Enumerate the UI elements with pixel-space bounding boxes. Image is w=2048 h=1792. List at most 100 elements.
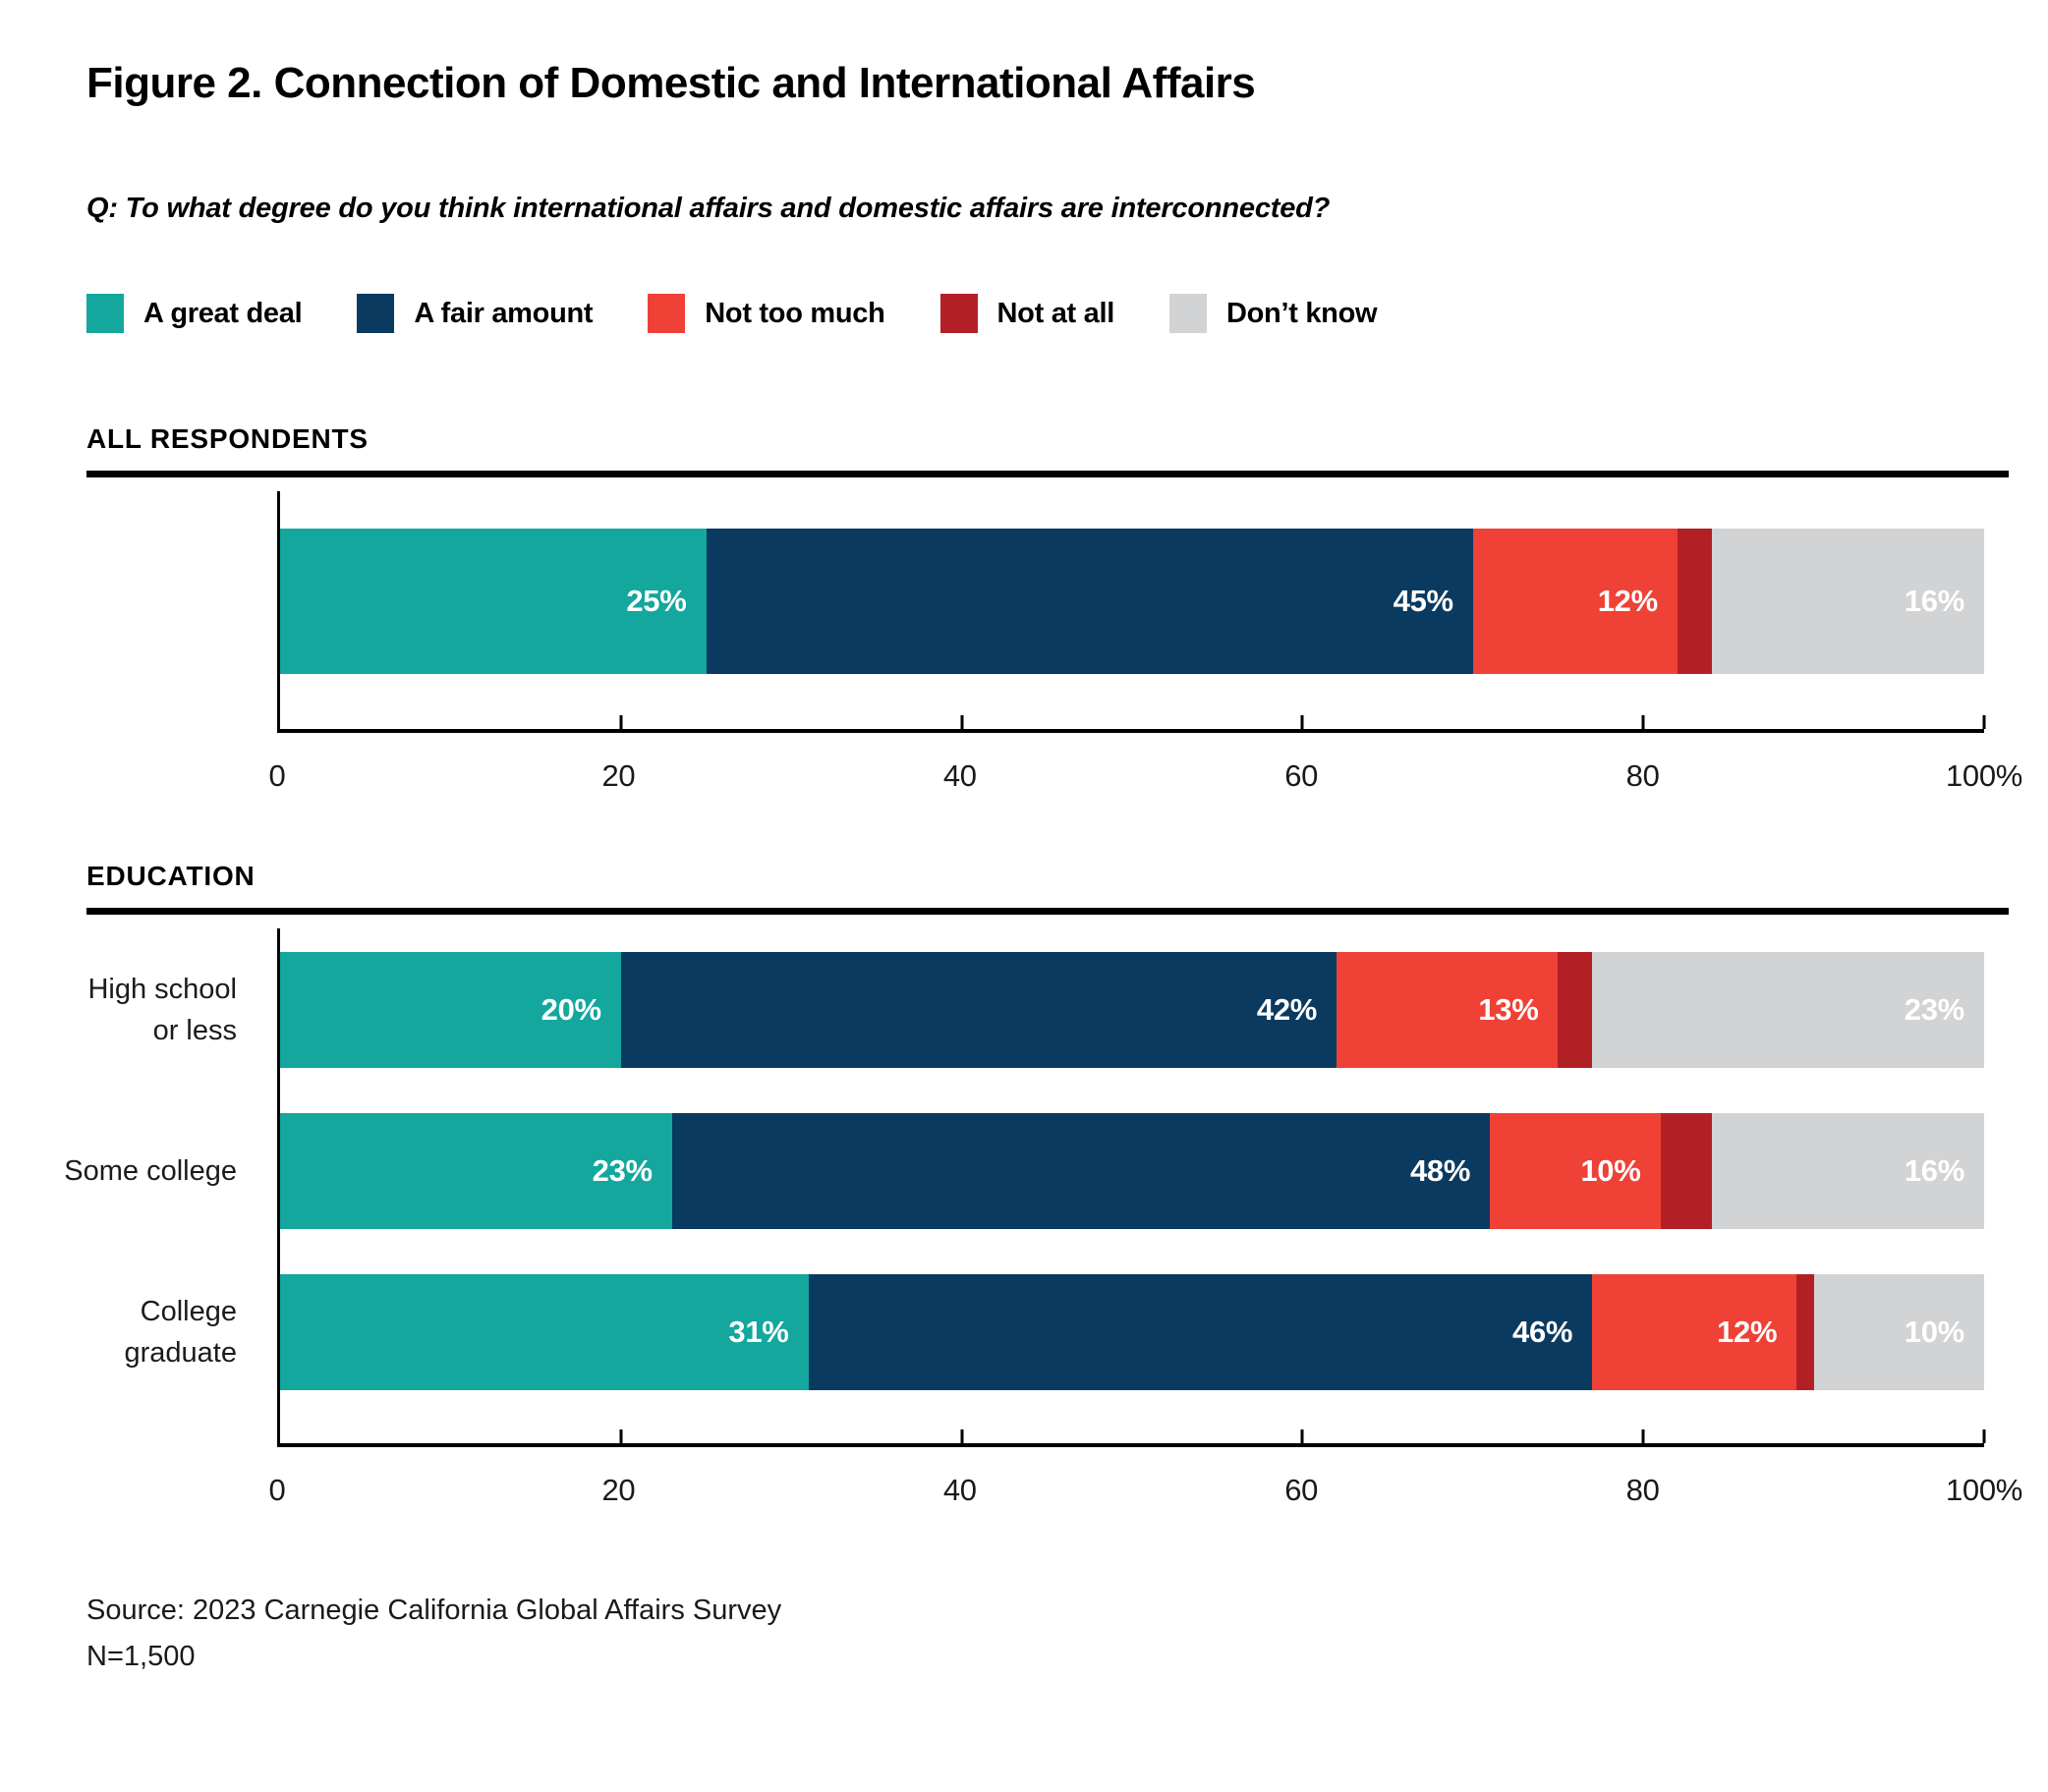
axis-tick-label: 60 (1284, 1473, 1319, 1507)
category-label-line: High school (87, 973, 237, 1005)
footer: Source: 2023 Carnegie California Global … (86, 1595, 2009, 1673)
legend-item-label: Not too much (705, 297, 885, 329)
section-rule (86, 471, 2009, 477)
legend-swatch (1169, 294, 1207, 333)
bar-row: Some college 23% 48% 10% 16% (64, 1113, 1984, 1229)
x-axis-labels: 0 20 40 60 80 100% (269, 733, 2023, 813)
bar-segment-a-fair-amount: 46% (808, 1274, 1593, 1390)
legend-swatch (86, 294, 124, 333)
legend-swatch (939, 294, 978, 333)
bar-value-label: 16% (1904, 584, 1964, 618)
bar-value-label: 25% (626, 584, 687, 618)
legend-swatch (648, 294, 686, 333)
category-label-line: or less (152, 1015, 237, 1046)
axis-tick-label: 60 (1284, 758, 1319, 793)
bar-stack: 23% 48% 10% 16% (280, 1113, 1984, 1229)
axis-tick (1300, 1429, 1304, 1443)
bar-segment-not-too-much: 10% (1490, 1113, 1661, 1229)
bar-stack: 31% 46% 12% 10% (280, 1274, 1984, 1390)
sample-size-note: N=1,500 (86, 1641, 196, 1672)
axis-tick-label: 100% (1945, 1473, 2023, 1507)
bar-value-label: 46% (1512, 1315, 1573, 1349)
bar-segment-not-at-all (1660, 1113, 1712, 1229)
bar-value-label: 12% (1717, 1315, 1778, 1349)
bar-segment-a-fair-amount: 48% (671, 1113, 1491, 1229)
axis-tick-label: 20 (601, 1473, 636, 1507)
legend: A great deal A fair amount Not too much Not… (86, 294, 2009, 333)
axis-tick (619, 1429, 623, 1443)
bar-value-label: 20% (540, 992, 601, 1027)
category-label: High school or less (11, 969, 237, 1051)
axis-tick (1982, 1429, 1986, 1443)
bar-segment-a-fair-amount: 45% (706, 529, 1473, 674)
axis-tick-label: 80 (1625, 1473, 1660, 1507)
x-axis-labels: 0 20 40 60 80 100% (269, 1447, 2023, 1528)
bar-stack: 20% 42% 13% 23% (280, 952, 1984, 1068)
bar-value-label: 13% (1478, 992, 1539, 1027)
bar-segment-a-great-deal: 23% (280, 1113, 672, 1229)
axis-tick-label: 40 (942, 758, 977, 793)
axis-tick-label: 40 (942, 1473, 977, 1507)
bar-segment-don-t-know: 16% (1711, 529, 1984, 674)
section-rule (86, 908, 2009, 915)
bar-value-label: 10% (1904, 1315, 1964, 1349)
legend-item-a-great-deal: A great deal (86, 294, 303, 333)
legend-item-label: A fair amount (414, 297, 594, 329)
survey-question: Q: To what degree do you think internati… (86, 193, 1331, 224)
bar-stack: 25% 45% 12% 16% (280, 529, 1984, 674)
bar-value-label: 10% (1580, 1153, 1641, 1188)
axis-tick (619, 715, 623, 729)
bar-value-label: 16% (1904, 1153, 1964, 1188)
bar-segment-don-t-know: 10% (1813, 1274, 1984, 1390)
bar-segment-don-t-know: 16% (1711, 1113, 1984, 1229)
legend-item-label: Don’t know (1226, 297, 1378, 329)
bar-segment-not-too-much: 12% (1592, 1274, 1797, 1390)
source-note: Source: 2023 Carnegie California Global … (86, 1595, 782, 1626)
axis-tick (1641, 715, 1645, 729)
figure-title: Figure 2. Connection of Domestic and Int… (86, 59, 1256, 107)
legend-item-label: A great deal (143, 297, 303, 329)
axis-tick (1641, 1429, 1645, 1443)
bar-segment-a-fair-amount: 42% (620, 952, 1337, 1068)
bar-row: 25% 45% 12% 16% (280, 529, 1984, 674)
all-respondents-chart: 25% 45% 12% 16% (277, 491, 1986, 733)
section-title: EDUCATION (86, 861, 256, 891)
axis-tick-label: 0 (268, 758, 286, 793)
bar-segment-not-at-all (1796, 1274, 1814, 1390)
section-all-respondents: ALL RESPONDENTS 25% 45% 12% 16% 0 20 40 60 80 10… (86, 423, 2023, 813)
legend-item-not-too-much: Not too much (648, 294, 885, 333)
legend-item-not-at-all: Not at all (939, 294, 1115, 333)
legend-item-a-fair-amount: A fair amount (357, 294, 594, 333)
category-label: College graduate (11, 1291, 238, 1373)
education-chart: High school or less 20% 42% 13% 23% Some colle… (64, 928, 1986, 1447)
bar-value-label: 42% (1256, 992, 1318, 1027)
category-label-line: graduate (124, 1337, 238, 1369)
bar-segment-not-at-all (1558, 952, 1593, 1068)
figure-page: Figure 2. Connection of Domestic and Int… (64, 59, 2023, 1673)
axis-tick (1982, 715, 1986, 729)
bar-value-label: 45% (1393, 584, 1453, 618)
section-education: EDUCATION High school or less 20% 42% 13% 23%… (64, 861, 2023, 1528)
category-label-line: College (140, 1295, 237, 1327)
bar-value-label: 23% (592, 1153, 653, 1188)
bar-segment-not-too-much: 12% (1472, 529, 1678, 674)
bar-segment-a-great-deal: 31% (280, 1274, 809, 1390)
bar-segment-a-great-deal: 20% (280, 952, 621, 1068)
legend-item-don-t-know: Don’t know (1169, 294, 1378, 333)
axis-tick-label: 80 (1625, 758, 1660, 793)
bar-segment-don-t-know: 23% (1592, 952, 1984, 1068)
bar-value-label: 12% (1597, 584, 1658, 618)
bar-segment-not-too-much: 13% (1337, 952, 1559, 1068)
axis-tick (960, 1429, 964, 1443)
axis-tick (960, 715, 964, 729)
axis-tick (1300, 715, 1304, 729)
bar-segment-not-at-all (1677, 529, 1712, 674)
bar-segment-a-great-deal: 25% (280, 529, 707, 674)
section-title: ALL RESPONDENTS (86, 423, 369, 454)
axis-tick-label: 20 (601, 758, 636, 793)
bar-value-label: 48% (1409, 1153, 1471, 1188)
legend-item-label: Not at all (996, 297, 1115, 329)
bar-row: High school or less 20% 42% 13% 23% (87, 952, 1984, 1068)
bar-value-label: 31% (728, 1315, 789, 1349)
axis-tick-label: 0 (268, 1473, 286, 1507)
